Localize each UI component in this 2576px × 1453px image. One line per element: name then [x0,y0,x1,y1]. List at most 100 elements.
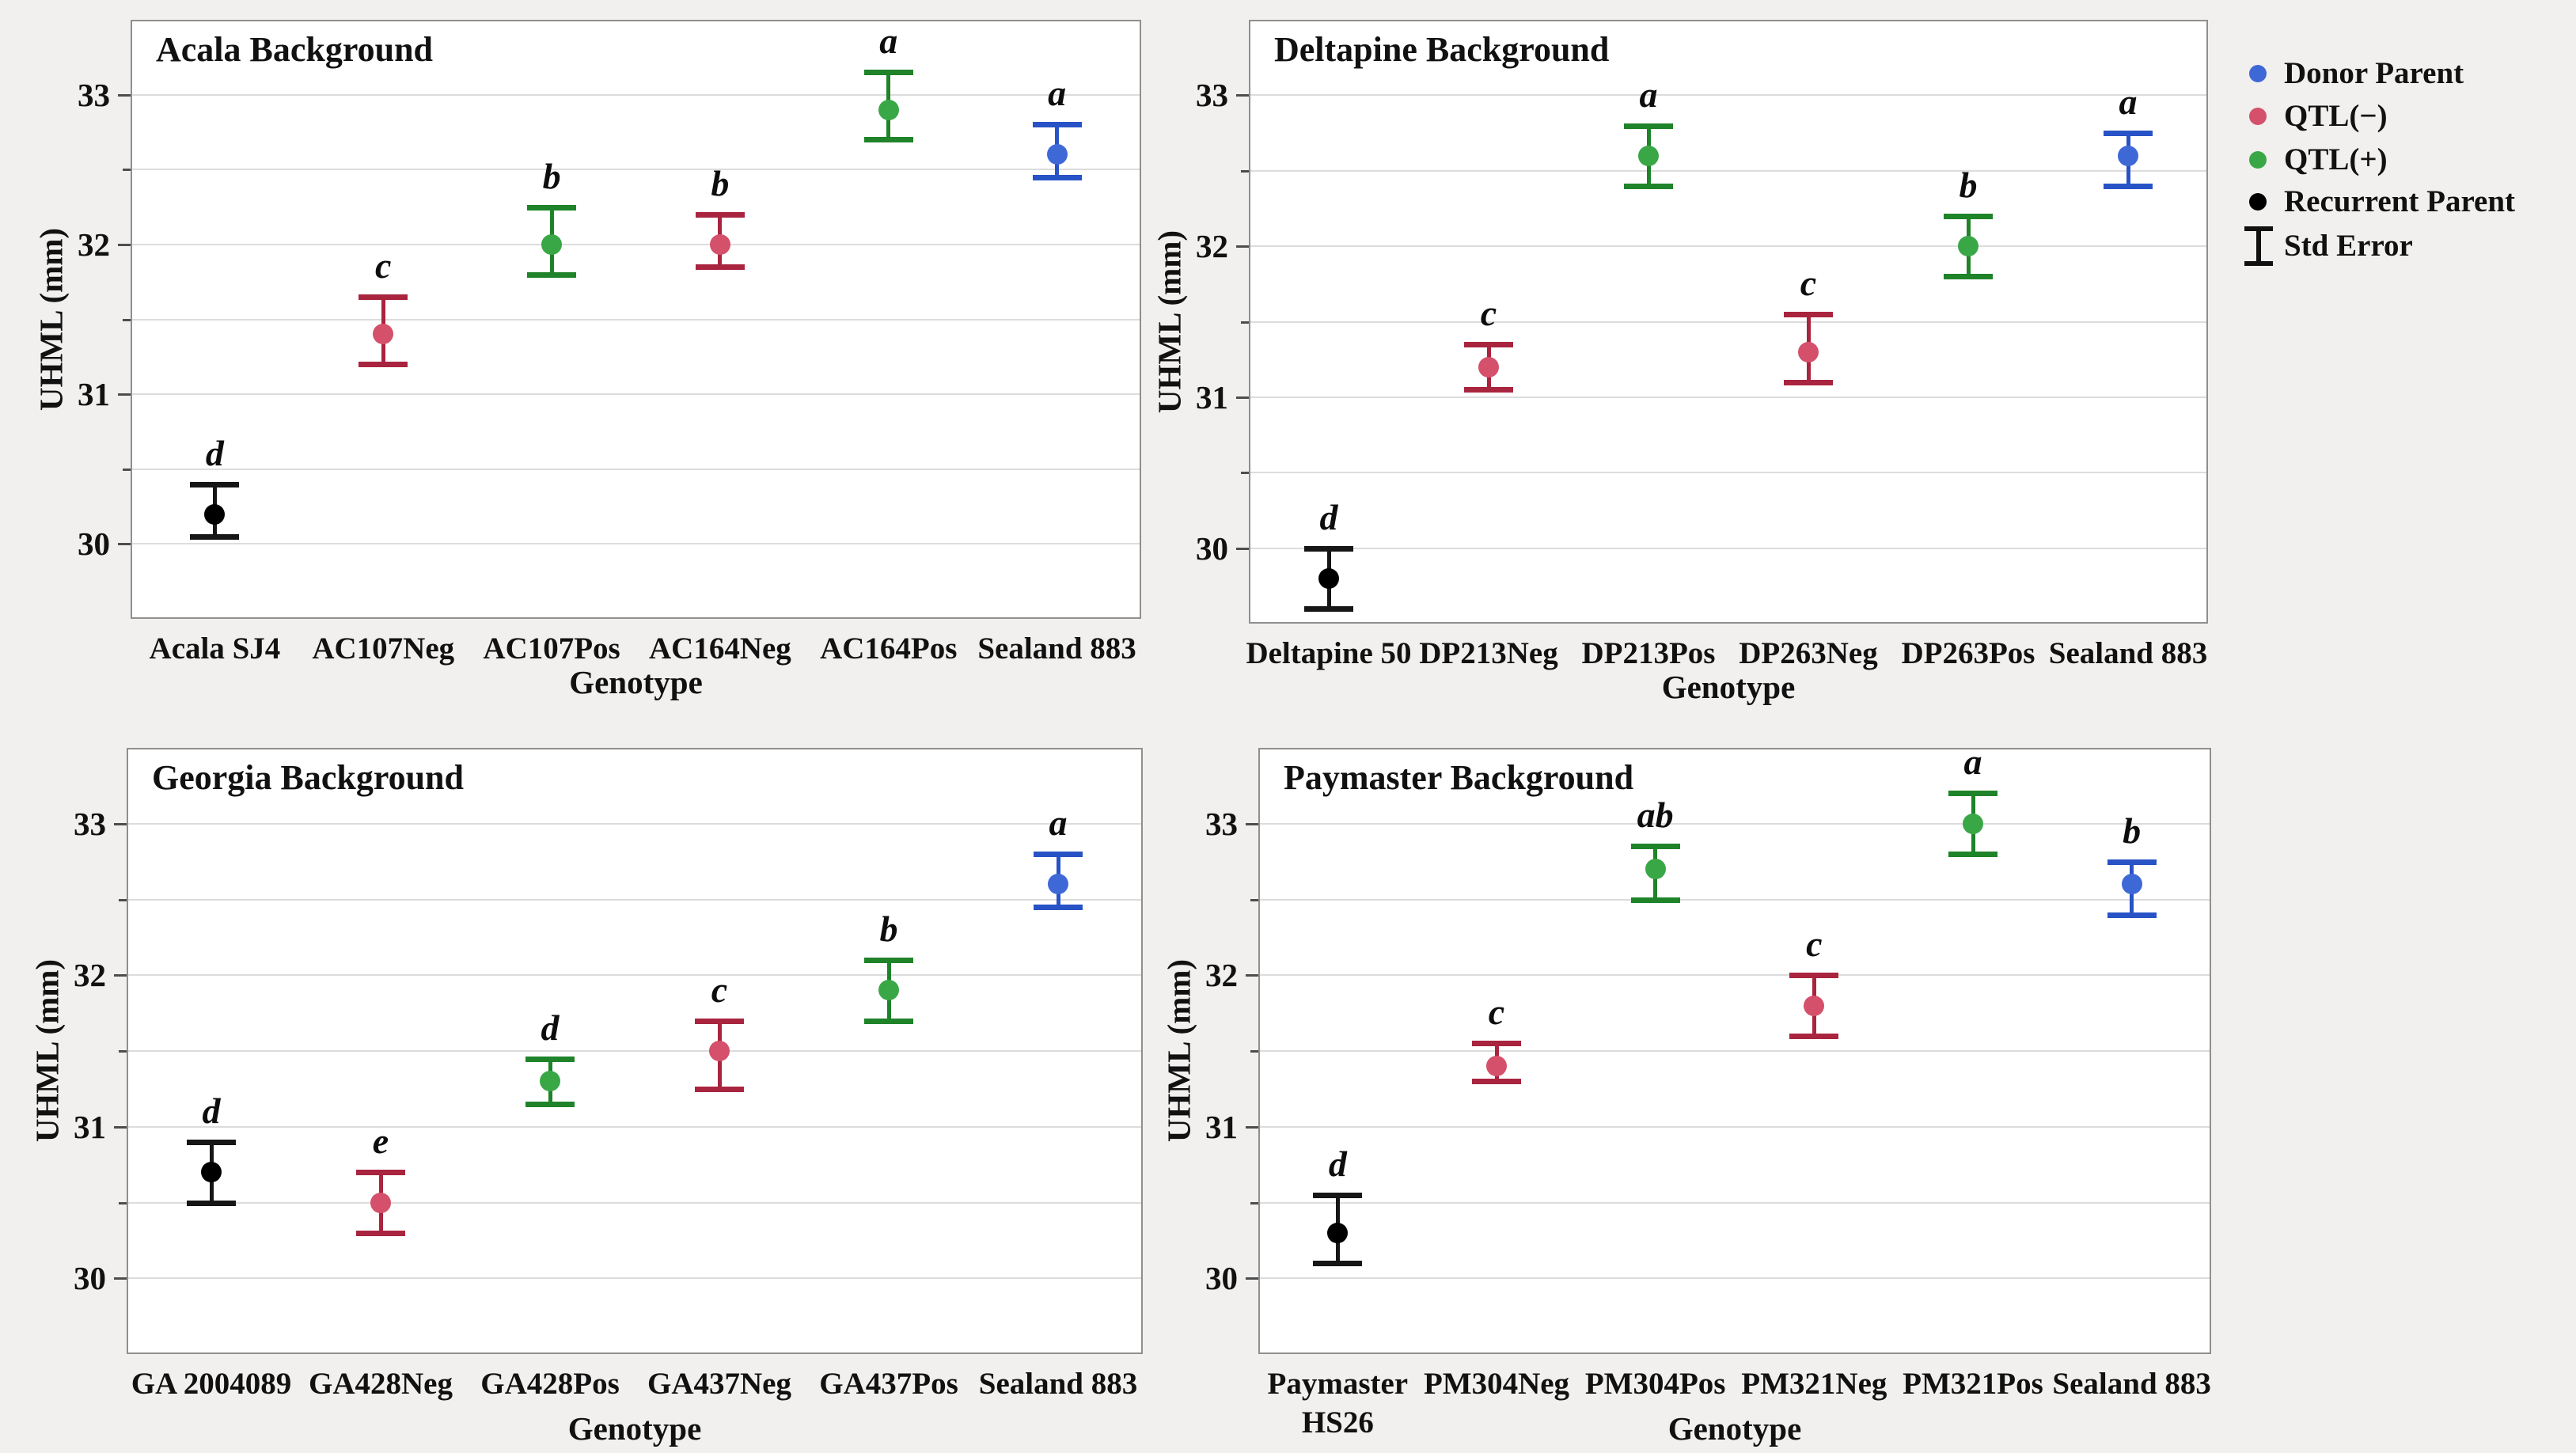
error-bar-cap-top [1630,844,1680,850]
error-bar-cap-bottom [863,137,913,143]
gridline [128,1050,1141,1052]
y-axis-label: UHML (mm) [1151,230,1188,413]
x-axis-label: Genotype [1661,669,1796,705]
data-point-sealand-883 [1048,874,1068,895]
legend: Donor Parent QTL(−) QTL(+) Recurrent Parent… [2238,28,2570,266]
x-category-label: Sealand 883 [2052,1367,2211,1401]
error-bar-cap-bottom [1784,379,1833,385]
data-point-ga428pos [540,1071,560,1092]
significance-letter: d [541,1007,560,1048]
data-point-paymaster-hs26 [1327,1222,1349,1243]
x-category-label: PM321Neg [1741,1367,1887,1401]
error-bar-cap-bottom [1944,274,1993,280]
data-point-ac107pos [541,233,563,255]
y-major-tick [118,243,131,246]
data-point-ga428neg [370,1192,391,1213]
gridline [132,169,1140,171]
data-point-pm304neg [1486,1056,1507,1077]
error-bar-cap-bottom [1472,1079,1521,1085]
error-bar-cap-bottom [525,1102,575,1108]
significance-letter: e [372,1121,389,1162]
error-bar-cap-top [695,1018,744,1024]
gridline [132,543,1140,545]
x-category-label: AC164Pos [820,632,958,666]
y-major-tick [118,543,131,546]
error-bar-cap-bottom [1789,1033,1839,1039]
x-category-label: Paymaster HS26 [1267,1367,1409,1440]
x-category-label: Sealand 883 [978,1367,1138,1401]
error-bar-cap-bottom [2107,912,2157,918]
x-category-label: DP213Pos [1581,636,1716,670]
y-minor-tick [1241,169,1249,173]
legend-item-std-error: Std Error [2238,225,2570,267]
y-axis-label: UHML (mm) [32,227,70,411]
significance-letter: c [1480,293,1497,334]
legend-item-qtl-: QTL(−) [2238,95,2570,138]
y-minor-tick [119,898,127,901]
error-bar-cap-bottom [695,1086,744,1092]
legend-item-label: Donor Parent [2284,56,2464,90]
x-axis-label: Genotype [1667,1410,1802,1447]
x-category-label: GA 2004089 [131,1367,292,1401]
data-point-ga-2004089 [201,1162,222,1183]
gridline [1250,321,2206,323]
x-category-label: GA437Neg [647,1367,791,1401]
x-category-label: DP263Neg [1739,636,1878,670]
panel-title: Paymaster Background [1284,758,1634,797]
error-bar-cap-top [1784,311,1833,317]
gridline [128,974,1141,977]
gridline [1260,822,2210,825]
y-tick-label: 32 [74,957,106,994]
gridline [1250,245,2206,248]
error-bar-cap-top [187,1139,236,1145]
gridline [132,93,1140,96]
gridline [1250,396,2206,398]
significance-letter: ab [1637,795,1674,836]
legend-item-label: QTL(−) [2284,99,2388,133]
gridline [128,1201,1141,1204]
legend-marker-dot [2249,65,2267,82]
significance-letter: b [2123,810,2142,851]
error-bar-cap-bottom [187,1200,236,1206]
y-tick-label: 31 [78,376,110,413]
data-point-pm321neg [1804,995,1825,1016]
data-point-dp213neg [1478,356,1499,377]
x-category-label: PM304Pos [1584,1367,1726,1401]
gridline [1250,547,2206,549]
gridline [1250,94,2206,97]
gridline [1260,1125,2210,1128]
y-major-tick [1236,396,1249,399]
x-category-label: PM304Neg [1423,1367,1570,1401]
panel-title: Acala Background [156,30,434,69]
significance-letter: c [375,245,392,286]
gridline [132,243,1140,245]
data-point-dp263neg [1798,341,1819,362]
significance-letter: c [1488,992,1505,1033]
error-bar-cap-top [359,294,408,301]
error-bar-cap-bottom [1304,605,1353,612]
y-major-tick [114,1125,127,1129]
error-bar-cap-bottom [1630,897,1680,903]
gridline [132,318,1140,321]
y-minor-tick [119,1201,127,1205]
significance-letter: a [1048,73,1067,114]
significance-letter: a [879,21,898,62]
error-bar-cap-bottom [1034,905,1083,911]
y-major-tick [114,822,127,825]
y-major-tick [114,974,127,977]
error-bar-cap-top [1624,123,1673,129]
x-axis-label: Genotype [569,664,703,700]
y-major-tick [1246,1125,1258,1129]
gridline [132,393,1140,396]
x-axis-label: Genotype [567,1410,702,1447]
error-bar-cap-top [1032,122,1082,128]
data-point-ac164neg [709,233,730,255]
y-major-tick [118,93,131,97]
significance-letter: d [1328,1143,1347,1184]
gridline [128,1277,1141,1280]
x-category-label: PM321Pos [1903,1367,2043,1401]
x-category-label: AC164Neg [649,632,791,666]
y-tick-label: 33 [1205,805,1238,842]
x-category-label: AC107Pos [483,632,620,666]
